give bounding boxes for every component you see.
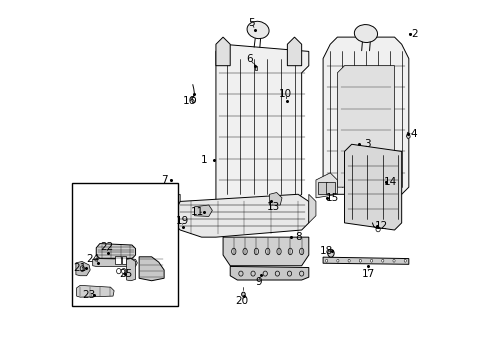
Ellipse shape bbox=[381, 259, 383, 262]
Text: 11: 11 bbox=[190, 207, 203, 217]
Polygon shape bbox=[344, 144, 401, 230]
Ellipse shape bbox=[327, 249, 333, 257]
Text: 17: 17 bbox=[362, 269, 375, 279]
Text: 2: 2 bbox=[408, 28, 417, 39]
Ellipse shape bbox=[116, 269, 121, 274]
Polygon shape bbox=[126, 258, 135, 281]
Ellipse shape bbox=[359, 259, 361, 262]
Polygon shape bbox=[406, 132, 409, 139]
Polygon shape bbox=[230, 266, 308, 280]
Text: 19: 19 bbox=[175, 216, 188, 226]
Polygon shape bbox=[165, 194, 180, 223]
Bar bbox=[317, 182, 326, 194]
Text: 18: 18 bbox=[319, 247, 333, 256]
Bar bbox=[72, 183, 177, 306]
Polygon shape bbox=[216, 37, 230, 66]
Text: 6: 6 bbox=[246, 54, 253, 64]
Text: 13: 13 bbox=[266, 202, 279, 212]
Text: 1: 1 bbox=[201, 156, 214, 165]
Polygon shape bbox=[194, 205, 212, 216]
Text: 15: 15 bbox=[325, 193, 338, 203]
Text: 21: 21 bbox=[73, 262, 86, 273]
Text: 10: 10 bbox=[279, 89, 291, 99]
Polygon shape bbox=[139, 257, 164, 281]
Text: 20: 20 bbox=[235, 296, 248, 306]
Ellipse shape bbox=[241, 292, 244, 296]
Polygon shape bbox=[223, 237, 308, 266]
Ellipse shape bbox=[246, 21, 268, 39]
Polygon shape bbox=[315, 173, 337, 198]
Polygon shape bbox=[76, 261, 90, 276]
Ellipse shape bbox=[325, 259, 327, 262]
Ellipse shape bbox=[354, 24, 377, 42]
Text: 8: 8 bbox=[290, 232, 301, 242]
Text: 24: 24 bbox=[86, 253, 99, 264]
Bar bbox=[325, 182, 334, 194]
Ellipse shape bbox=[347, 259, 349, 262]
Text: 7: 7 bbox=[161, 175, 171, 185]
Ellipse shape bbox=[392, 259, 394, 262]
Text: 5: 5 bbox=[248, 18, 254, 28]
Bar bbox=[122, 256, 125, 264]
Text: 9: 9 bbox=[255, 277, 262, 287]
Polygon shape bbox=[308, 194, 315, 223]
Ellipse shape bbox=[122, 269, 125, 274]
Polygon shape bbox=[287, 37, 301, 66]
Ellipse shape bbox=[370, 259, 372, 262]
Polygon shape bbox=[173, 194, 308, 237]
Polygon shape bbox=[323, 37, 408, 194]
Polygon shape bbox=[96, 244, 135, 258]
Ellipse shape bbox=[336, 259, 338, 262]
Polygon shape bbox=[337, 66, 394, 187]
Polygon shape bbox=[323, 257, 408, 264]
Text: 14: 14 bbox=[383, 177, 396, 187]
Ellipse shape bbox=[404, 259, 406, 262]
Text: 4: 4 bbox=[410, 129, 417, 139]
Text: 16: 16 bbox=[182, 96, 195, 107]
Text: 3: 3 bbox=[358, 139, 370, 149]
Polygon shape bbox=[93, 258, 137, 266]
Bar bbox=[254, 66, 257, 70]
Text: 22: 22 bbox=[100, 242, 113, 252]
Text: 23: 23 bbox=[81, 290, 95, 300]
Polygon shape bbox=[77, 285, 114, 297]
Polygon shape bbox=[269, 193, 282, 205]
Text: 12: 12 bbox=[374, 221, 387, 231]
Text: 25: 25 bbox=[119, 269, 132, 279]
Polygon shape bbox=[216, 44, 308, 202]
Bar bbox=[115, 256, 121, 264]
